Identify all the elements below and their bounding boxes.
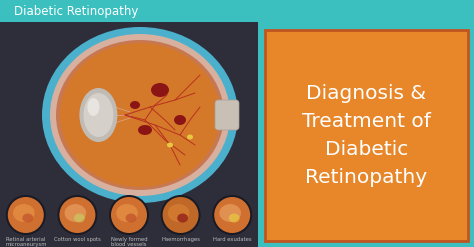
Text: Treatment of: Treatment of xyxy=(302,112,431,131)
Text: Retinopathy: Retinopathy xyxy=(305,168,428,187)
Ellipse shape xyxy=(56,40,224,190)
Ellipse shape xyxy=(126,213,137,223)
Text: Haemorrhages: Haemorrhages xyxy=(161,237,200,242)
Ellipse shape xyxy=(130,101,140,109)
Circle shape xyxy=(212,195,252,235)
Circle shape xyxy=(8,197,44,233)
Ellipse shape xyxy=(177,213,188,223)
Text: Hard exudates: Hard exudates xyxy=(213,237,252,242)
Circle shape xyxy=(163,197,199,233)
Circle shape xyxy=(6,195,46,235)
Text: Cotton wool spots: Cotton wool spots xyxy=(54,237,101,242)
Ellipse shape xyxy=(168,204,190,222)
Circle shape xyxy=(59,197,95,233)
Ellipse shape xyxy=(219,204,241,222)
Text: Diabetic Retinopathy: Diabetic Retinopathy xyxy=(14,4,138,18)
Ellipse shape xyxy=(83,93,113,137)
Text: Newly formed
blood vessels: Newly formed blood vessels xyxy=(111,237,147,247)
Ellipse shape xyxy=(174,115,186,125)
Text: Diabetic: Diabetic xyxy=(325,140,408,159)
Circle shape xyxy=(57,195,97,235)
Circle shape xyxy=(111,197,147,233)
Ellipse shape xyxy=(187,135,193,140)
Circle shape xyxy=(161,195,201,235)
Bar xyxy=(265,30,468,241)
Ellipse shape xyxy=(13,204,35,222)
FancyBboxPatch shape xyxy=(215,100,239,130)
Circle shape xyxy=(109,195,149,235)
Ellipse shape xyxy=(80,88,118,142)
Bar xyxy=(0,22,258,247)
Ellipse shape xyxy=(151,83,169,97)
Ellipse shape xyxy=(87,98,100,116)
Text: Diagnosis &: Diagnosis & xyxy=(307,84,427,103)
Ellipse shape xyxy=(50,34,230,196)
Ellipse shape xyxy=(116,204,138,222)
Ellipse shape xyxy=(229,213,239,223)
Text: Retinal arterial
microaneurysm: Retinal arterial microaneurysm xyxy=(5,237,46,247)
Ellipse shape xyxy=(138,125,152,135)
Ellipse shape xyxy=(60,43,220,187)
Ellipse shape xyxy=(74,213,85,223)
Ellipse shape xyxy=(22,213,33,223)
Ellipse shape xyxy=(42,27,238,203)
Circle shape xyxy=(214,197,250,233)
Ellipse shape xyxy=(64,204,86,222)
Ellipse shape xyxy=(167,143,173,147)
